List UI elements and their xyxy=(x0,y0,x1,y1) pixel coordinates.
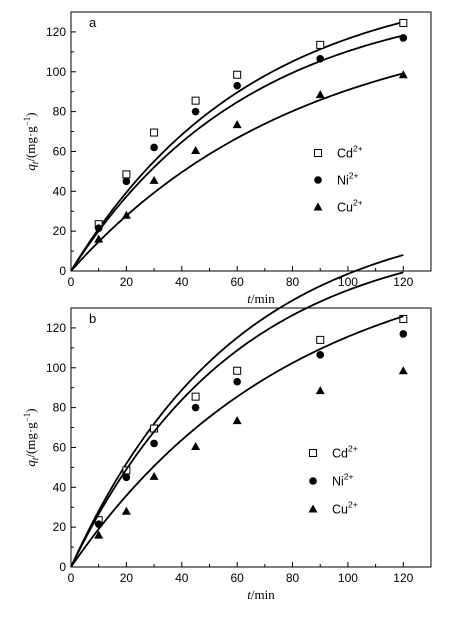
chart-panel-b: 0 20 40 60 80 100 120 0 20 40 60 80 100 120 b t/min qt/(… xyxy=(22,254,432,602)
data-point-ni xyxy=(316,55,325,63)
y-tick-label: 60 xyxy=(53,144,67,158)
data-point-cu xyxy=(315,386,325,395)
x-axis-label: t/min xyxy=(247,291,275,306)
legend-item-ni: Ni2+ xyxy=(309,472,354,489)
data-point-cd xyxy=(191,392,200,401)
legend-label-ni: Ni2+ xyxy=(337,171,359,188)
legend-item-cd: Cd2+ xyxy=(314,144,363,161)
plot-frame xyxy=(70,11,432,272)
data-point-cd xyxy=(233,70,242,79)
data-point-cu xyxy=(398,366,408,375)
legend-marker-ni xyxy=(314,176,322,184)
data-point-cu xyxy=(315,90,325,99)
data-point-cu xyxy=(232,416,242,425)
data-point-ni xyxy=(191,107,200,116)
legend-marker-ni xyxy=(309,477,317,485)
data-point-cu xyxy=(94,234,104,243)
legend-marker-cd xyxy=(314,149,322,157)
data-point-ni xyxy=(399,330,408,338)
x-tick-label: 0 xyxy=(68,571,75,585)
data-point-ni xyxy=(233,81,241,90)
legend-item-cu: Cu2+ xyxy=(313,198,363,215)
legend-item-cu: Cu2+ xyxy=(308,500,358,517)
legend-label-cu: Cu2+ xyxy=(337,198,363,215)
y-tick-label: 40 xyxy=(53,480,67,494)
y-tick-label: 80 xyxy=(53,401,67,415)
data-point-cd xyxy=(399,18,408,27)
y-axis-label: qt/(mg·g−1) xyxy=(22,112,40,170)
data-point-cd xyxy=(233,366,242,375)
y-tick-label: 0 xyxy=(59,560,66,574)
x-tick-label: 40 xyxy=(175,571,189,585)
data-point-ni xyxy=(399,34,408,42)
data-point-cu xyxy=(94,530,104,539)
data-point-cu xyxy=(191,145,201,154)
x-tick-label: 80 xyxy=(286,571,300,585)
y-tick-label: 100 xyxy=(46,65,66,79)
data-point-cu xyxy=(121,506,131,515)
data-point-cu xyxy=(149,471,159,480)
legend-marker-cu xyxy=(313,202,323,211)
data-point-cd xyxy=(316,40,325,49)
data-point-cu xyxy=(398,70,408,79)
x-axis-label: t/min xyxy=(247,587,275,602)
data-point-ni xyxy=(94,224,103,232)
data-point-ni xyxy=(150,143,158,152)
data-point-ni xyxy=(316,351,325,359)
fit-curve-ni xyxy=(70,271,404,568)
y-tick-label: 0 xyxy=(59,264,66,278)
y-tick-label: 100 xyxy=(46,361,66,375)
y-tick-label: 40 xyxy=(53,184,67,198)
legend-label-cd: Cd2+ xyxy=(332,444,358,461)
data-point-ni xyxy=(122,473,131,482)
y-tick-label: 20 xyxy=(53,224,67,238)
legend-item-ni: Ni2+ xyxy=(314,171,359,188)
legend-marker-cd xyxy=(309,449,317,457)
legend-label-cu: Cu2+ xyxy=(332,500,358,517)
legend-item-cd: Cd2+ xyxy=(309,444,358,461)
y-axis-label: qt/(mg·g−1) xyxy=(22,408,40,466)
x-tick-label: 0 xyxy=(68,275,75,289)
data-point-cu xyxy=(121,210,131,219)
fit-curve-cu xyxy=(70,315,404,568)
x-tick-label: 20 xyxy=(120,571,134,585)
chart-panel-a: 0 20 40 60 80 100 120 0 20 40 60 80 100 120 a t/min qt/(… xyxy=(22,11,432,306)
x-tick-label: 60 xyxy=(230,275,244,289)
y-tick-label: 80 xyxy=(53,105,67,119)
data-point-cd xyxy=(150,128,159,137)
x-tick-label: 120 xyxy=(393,275,413,289)
data-point-cd xyxy=(316,335,325,344)
data-point-cu xyxy=(149,175,159,184)
data-point-cd xyxy=(122,170,131,179)
x-tick-label: 60 xyxy=(230,571,244,585)
data-point-ni xyxy=(191,403,200,412)
y-tick-label: 60 xyxy=(53,440,67,454)
plot-frame xyxy=(70,307,432,568)
fit-curve-cd xyxy=(70,254,404,568)
panel-label: a xyxy=(89,15,97,30)
fit-curve-cd xyxy=(70,21,404,272)
x-tick-label: 100 xyxy=(338,275,358,289)
data-point-cu xyxy=(232,120,242,129)
y-tick-label: 120 xyxy=(46,321,66,335)
data-point-cd xyxy=(191,96,200,105)
x-tick-label: 20 xyxy=(120,275,134,289)
data-point-ni xyxy=(122,177,131,186)
data-point-ni xyxy=(150,439,158,448)
panel-label: b xyxy=(89,311,96,326)
data-point-cu xyxy=(191,441,201,450)
x-tick-label: 40 xyxy=(175,275,189,289)
x-tick-label: 80 xyxy=(286,275,300,289)
data-point-cd xyxy=(399,314,408,323)
data-point-ni xyxy=(233,377,241,386)
x-tick-label: 100 xyxy=(338,571,358,585)
y-tick-label: 20 xyxy=(53,520,67,534)
legend-label-ni: Ni2+ xyxy=(332,472,354,489)
fit-curve-ni xyxy=(70,34,404,272)
x-tick-label: 120 xyxy=(393,571,413,585)
y-tick-label: 120 xyxy=(46,25,66,39)
legend-marker-cu xyxy=(308,504,318,513)
legend-label-cd: Cd2+ xyxy=(337,144,363,161)
